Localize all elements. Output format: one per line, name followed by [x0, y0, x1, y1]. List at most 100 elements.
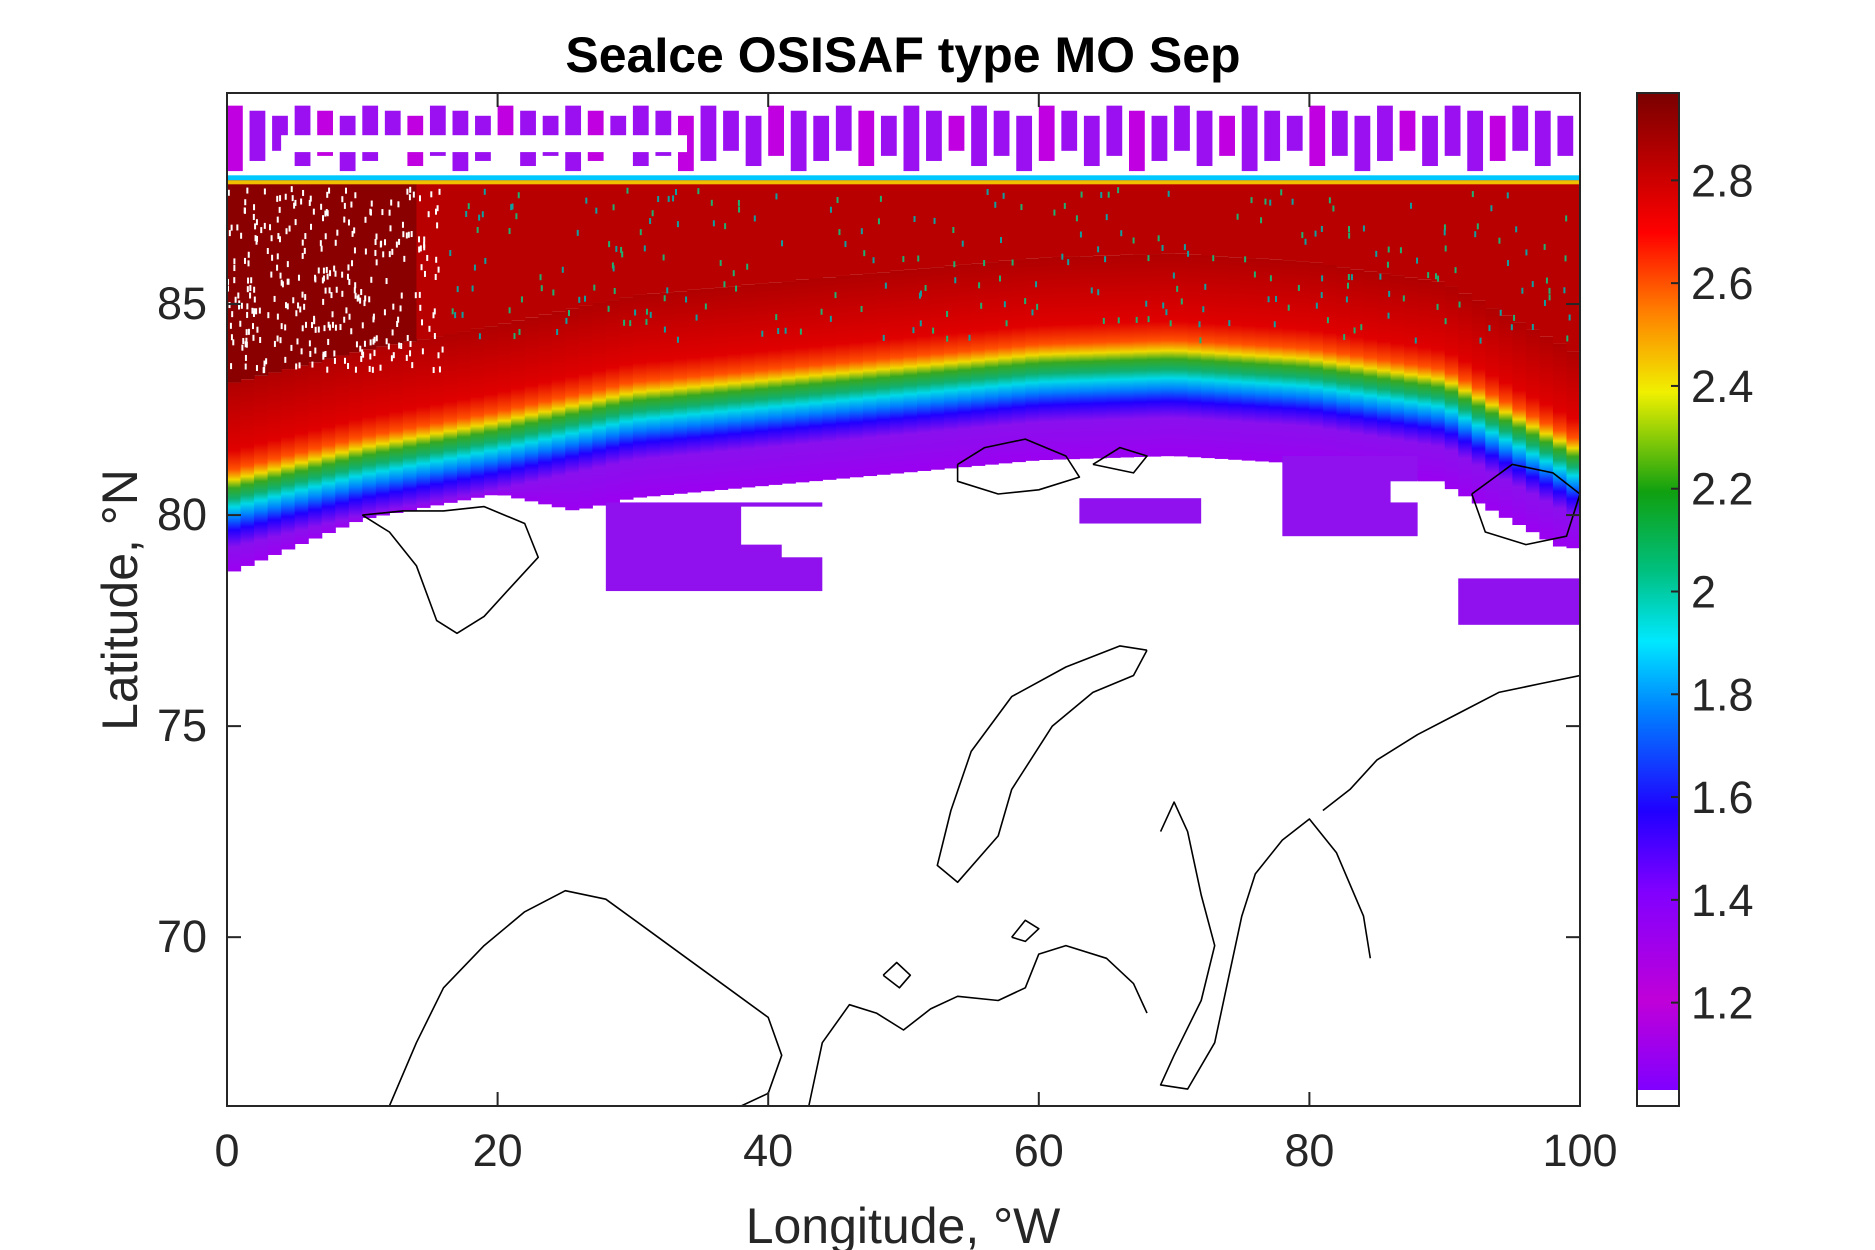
heatmap-cap [1336, 177, 1351, 268]
speckle [1343, 334, 1346, 341]
speckle [400, 343, 403, 350]
speckle [373, 336, 376, 343]
speckle [1202, 306, 1205, 313]
speckle [1020, 204, 1023, 211]
speckle [481, 211, 484, 218]
heatmap-column [957, 264, 972, 468]
speckle [932, 327, 935, 334]
speckle [1315, 302, 1318, 309]
heatmap-cap [1444, 177, 1459, 287]
speckle [419, 245, 422, 252]
heatmap-cap [1214, 177, 1229, 257]
heatmap-cap [632, 177, 648, 295]
speckle [290, 344, 293, 351]
heatmap-cap [1485, 177, 1500, 309]
heatmap-column [727, 286, 742, 489]
heatmap-cap [497, 177, 512, 324]
speckle [1212, 255, 1215, 262]
pole-cell [1241, 105, 1258, 172]
speckle [280, 279, 283, 286]
speckle [1348, 232, 1351, 239]
heatmap-column [714, 287, 729, 490]
speckle [279, 195, 282, 202]
heatmap-column [754, 283, 769, 487]
heatmap-cap [754, 177, 769, 284]
speckle [983, 260, 986, 267]
heatmap-column [1092, 255, 1108, 459]
speckle [1003, 301, 1006, 308]
speckle [421, 319, 424, 326]
x-tick-label: 20 [473, 1125, 523, 1176]
speckle [1269, 275, 1272, 282]
heatmap-cap [1404, 177, 1419, 278]
pole-cell [1331, 110, 1348, 156]
speckle [407, 231, 410, 238]
speckle [1474, 231, 1477, 238]
pole-cell [1557, 115, 1574, 156]
speckle [299, 306, 302, 313]
speckle [344, 187, 347, 194]
speckle [924, 284, 927, 291]
heatmap-cap [1160, 177, 1175, 254]
heatmap-column [1147, 254, 1162, 457]
x-tick-label: 0 [214, 1125, 239, 1176]
pole-cell [790, 110, 807, 172]
speckle [246, 187, 249, 194]
speckle [279, 337, 282, 344]
speckle [829, 206, 832, 213]
heatmap-column [254, 375, 269, 561]
heatmap-column [646, 293, 661, 497]
speckle [364, 216, 367, 223]
speckle [608, 241, 611, 248]
speckle [697, 188, 700, 195]
speckle [354, 366, 357, 373]
speckle [1067, 259, 1070, 266]
speckle [1253, 271, 1256, 278]
speckle [392, 352, 395, 359]
speckle [565, 317, 568, 324]
speckle [461, 311, 464, 318]
heatmap-column [416, 339, 431, 508]
speckle [240, 232, 243, 239]
speckle [233, 265, 236, 272]
heatmap-column [659, 292, 675, 496]
speckle [1260, 217, 1263, 224]
heatmap-column [1349, 269, 1365, 472]
speckle [249, 292, 252, 299]
heatmap-cap [402, 177, 418, 342]
speckle [1548, 287, 1551, 294]
heatmap-column [808, 278, 823, 482]
speckle [784, 327, 787, 334]
speckle [435, 208, 438, 215]
x-tick-label: 60 [1014, 1125, 1064, 1176]
speckle [712, 220, 715, 227]
heatmap-column [795, 279, 810, 483]
speckle [1444, 318, 1447, 325]
colorbar-tick-label: 1.4 [1691, 875, 1754, 926]
speckle [1531, 323, 1534, 330]
speckle [1321, 275, 1324, 282]
speckle [1079, 231, 1082, 238]
speckle [435, 256, 438, 263]
speckle [406, 188, 409, 195]
speckle [353, 247, 356, 254]
speckle [324, 350, 327, 357]
pole-cell [249, 110, 266, 161]
heatmap-column [1025, 258, 1040, 461]
speckle [1228, 320, 1231, 327]
speckle [427, 211, 430, 218]
coastline [1322, 674, 1580, 812]
heatmap-column [903, 269, 918, 473]
speckle [704, 303, 707, 310]
heatmap-column [1512, 322, 1527, 526]
speckle [419, 304, 422, 311]
coastline [388, 889, 783, 1106]
heatmap-cap [1025, 177, 1040, 259]
speckle [324, 210, 327, 217]
speckle [354, 192, 357, 199]
speckle [243, 257, 246, 264]
speckle [290, 186, 293, 193]
speckle [280, 323, 283, 330]
speckle [1332, 205, 1335, 212]
